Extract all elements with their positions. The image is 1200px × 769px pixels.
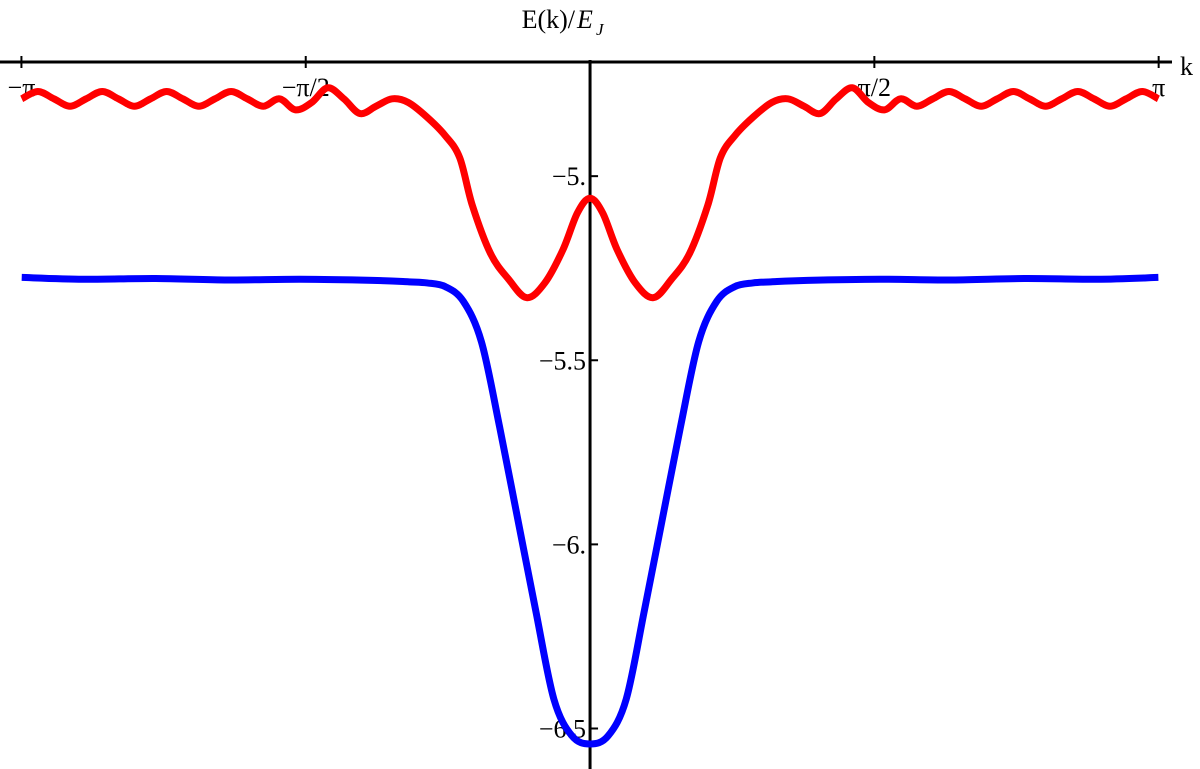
y-axis-label: E(k)/: [522, 5, 576, 34]
y-tick-label: −5.: [552, 162, 586, 191]
y-axis-label-subscript: J: [596, 20, 605, 39]
y-tick-label: −5.5: [539, 346, 586, 375]
series-line: [20, 84, 1161, 302]
x-axis-label: k: [1180, 52, 1193, 81]
y-axis-label-symbol: E: [576, 5, 593, 34]
series-line: [21, 273, 1159, 748]
y-tick-label: −6.: [552, 530, 586, 559]
